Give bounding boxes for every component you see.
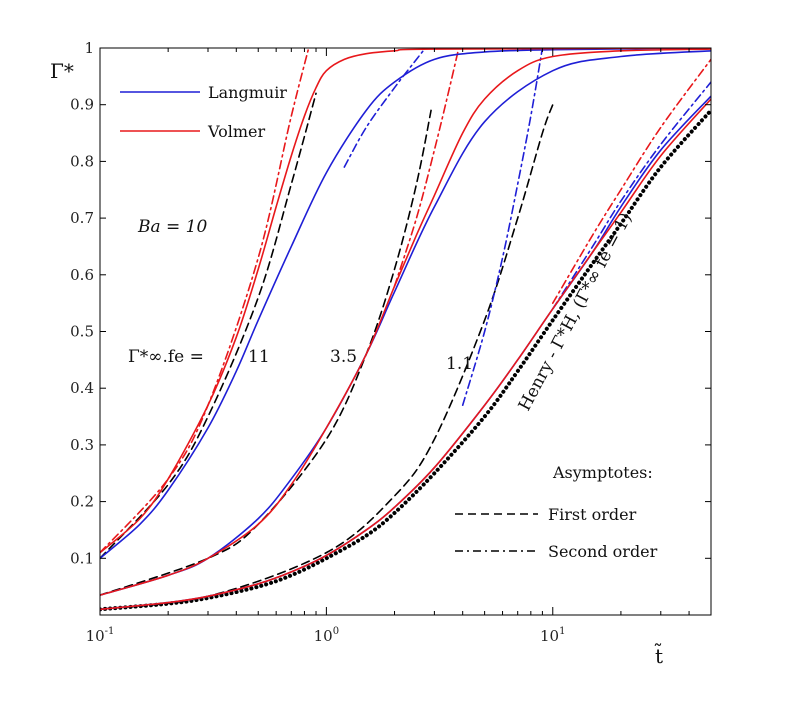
series-volmer-fe-1-1 (100, 98, 711, 611)
series-volmer-fe-11 (100, 48, 711, 554)
y-tick-label: 0.7 (70, 209, 94, 227)
legend-label-second-order: Second order (548, 542, 658, 561)
y-tick-label: 0.4 (70, 379, 94, 397)
x-axis-label: t̃ (654, 642, 663, 668)
y-tick-label: 0.9 (70, 96, 94, 114)
series-second-order-langmuir-fe-3-5 (343, 48, 427, 168)
x-tick-label: 10-1 (86, 626, 115, 645)
x-tick-label: 101 (540, 626, 565, 645)
y-tick-label: 1 (84, 39, 94, 57)
series-first-order-fe-3-5 (100, 109, 432, 596)
annotation-fe-11: 11 (248, 347, 270, 367)
y-tick-label: 0.3 (70, 436, 94, 454)
annotation-gamma-fe: Γ*∞.fe = (128, 347, 204, 367)
legend-models: Langmuir Volmer (120, 83, 287, 141)
y-axis-label: Γ* (50, 59, 74, 83)
legend-asymptotes: Asymptotes: First order Second order (455, 463, 658, 561)
series-henry (100, 108, 711, 612)
annotation-fe-1-1: 1.1 (446, 354, 473, 374)
y-tick-label: 0.8 (70, 152, 94, 170)
series-volmer-fe-3-5 (100, 48, 711, 596)
legend-label-langmuir: Langmuir (208, 83, 287, 102)
annotation-ba: Ba = 10 (137, 217, 207, 237)
series-second-order-volmer-fe-1-1 (551, 58, 711, 304)
y-tick-label: 0.5 (70, 323, 94, 341)
x-tick-label: 100 (314, 626, 339, 645)
series-first-order-fe-11 (100, 92, 317, 560)
y-tick-label: 0.1 (70, 549, 94, 567)
legend-asymptotes-title: Asymptotes: (552, 463, 653, 482)
series-second-order-langmuir-fe-1-1 (461, 48, 544, 407)
annotation-henry: Henry - Γ*H, (Γ*∞ fe = 1) (515, 209, 637, 414)
series-second-order-langmuir-fe-1-1-tail- (551, 81, 711, 310)
annotation-fe-3-5: 3.5 (330, 347, 357, 367)
legend-label-volmer: Volmer (207, 122, 265, 141)
y-tick-label: 0.6 (70, 266, 94, 284)
plot-frame (99, 47, 712, 616)
series-first-order-fe-1-1 (100, 103, 554, 611)
series-langmuir-fe-11 (100, 48, 711, 560)
axis-ticks: 0.1 0.2 0.3 0.4 0.5 0.6 0.7 0.8 0.9 1 10-1 100 101 (70, 39, 712, 645)
series-second-order-volmer-fe-3-5 (393, 48, 460, 287)
y-tick-label: 0.2 (70, 493, 94, 511)
chart-curves (100, 48, 711, 612)
legend-label-first-order: First order (548, 505, 637, 524)
